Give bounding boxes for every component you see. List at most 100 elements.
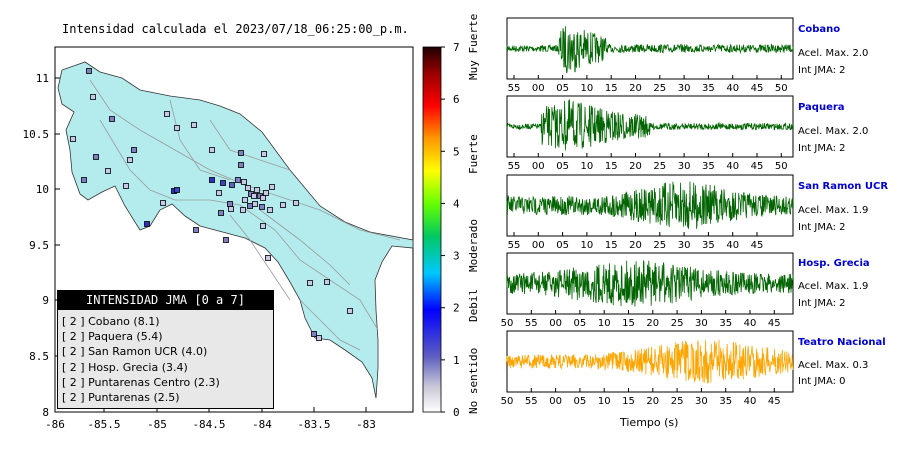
station-marker [144, 221, 150, 227]
station-marker [229, 182, 235, 188]
map-xtick-label: -83.5 [297, 418, 330, 431]
station-acel-grecia: Acel. Max. 1.9 [798, 281, 869, 292]
waveform-tick-label: 35 [719, 396, 732, 407]
colorbar-tick-label: 5 [453, 145, 460, 158]
road-network [89, 79, 401, 351]
map-xtick-label: -84 [252, 418, 272, 431]
station-int-cobano: Int JMA: 2 [798, 65, 846, 76]
waveform-tick-label: 00 [532, 240, 545, 251]
waveform-tick-label: 35 [702, 83, 715, 94]
station-marker [260, 223, 266, 229]
waveform-tick-label: 05 [574, 396, 587, 407]
station-marker [254, 187, 260, 193]
waveform-tick-label: 30 [678, 240, 691, 251]
station-marker [311, 331, 317, 337]
station-marker [252, 201, 258, 207]
legend-item-puntarenas: [ 2 ] Puntarenas (2.5) [62, 391, 180, 405]
station-marker [160, 200, 166, 206]
station-marker [261, 151, 267, 157]
station-marker [218, 210, 224, 216]
colorbar-tick-label: 3 [453, 250, 460, 263]
waveform-tick-label: 40 [726, 83, 739, 94]
waveform-tick-label: 25 [653, 83, 666, 94]
station-marker [316, 335, 322, 341]
waveform-tick-label: 05 [556, 161, 569, 172]
station-marker [293, 200, 299, 206]
station-marker [209, 177, 215, 183]
station-int-teatro: Int JMA: 0 [798, 376, 846, 387]
station-marker [193, 227, 199, 233]
station-marker [347, 308, 353, 314]
colorbar-tick-label: 2 [453, 302, 460, 315]
station-name-grecia: Hosp. Grecia [798, 258, 870, 269]
map-ytick-label: 9 [42, 294, 49, 307]
station-int-san-ramon: Int JMA: 2 [798, 222, 846, 233]
waveform-tick-label: 50 [501, 396, 514, 407]
waveform-tick-label: 40 [726, 240, 739, 251]
station-marker [251, 193, 257, 199]
waveform-tick-label: 35 [702, 161, 715, 172]
station-marker [245, 185, 251, 191]
station-acel-san-ramon: Acel. Max. 1.9 [798, 205, 869, 216]
waveform-tick-label: 55 [525, 318, 538, 329]
waveform-tick-label: 30 [695, 396, 708, 407]
station-marker [223, 237, 229, 243]
waveform-tick-label: 00 [549, 396, 562, 407]
legend-item-puntarenas-centro: [ 2 ] Puntarenas Centro (2.3) [62, 375, 220, 389]
waveform-tick-label: 30 [695, 318, 708, 329]
waveform-tick-label: 15 [605, 83, 618, 94]
waveform-panel: 50 55 00 05 10 15 20 25 30 35 40 45 [501, 330, 794, 407]
station-marker [280, 202, 286, 208]
waveform-panel: 55 00 05 10 15 20 25 30 35 40 45 [506, 174, 794, 251]
station-marker [269, 184, 275, 190]
waveform-tick-label: 25 [653, 161, 666, 172]
waveform-tick-label: 40 [726, 161, 739, 172]
map-title: Intensidad calculada el 2023/07/18_06:25… [62, 22, 409, 36]
map-ytick-label: 10.5 [23, 128, 50, 141]
waveform-tick-label: 55 [508, 83, 521, 94]
station-marker [105, 168, 111, 174]
legend-title: INTENSIDAD JMA [0 a 7] [58, 291, 273, 310]
station-marker [241, 179, 247, 185]
waveform-tick-label: 45 [768, 318, 781, 329]
station-marker [109, 116, 115, 122]
station-marker [164, 111, 170, 117]
station-markers [70, 68, 353, 341]
intensity-legend: INTENSIDAD JMA [0 a 7] [ 2 ] Cobano (8.1… [57, 290, 274, 409]
waveform-tick-label: 20 [646, 318, 659, 329]
station-acel-paquera: Acel. Max. 2.0 [798, 126, 869, 137]
map-ytick-label: 8.5 [29, 350, 49, 363]
station-acel-teatro: Acel. Max. 0.3 [798, 360, 869, 371]
waveform-tick-label: 55 [508, 240, 521, 251]
waveform-xlabel: Tiempo (s) [620, 416, 679, 429]
waveform-tick-label: 05 [556, 240, 569, 251]
waveform-tick-label: 30 [678, 83, 691, 94]
waveform-tick-label: 45 [768, 396, 781, 407]
waveform-tick-label: 50 [501, 318, 514, 329]
waveform-trace [506, 260, 794, 307]
waveform-tick-label: 25 [671, 318, 684, 329]
station-name-san-ramon: San Ramon UCR [798, 181, 889, 192]
station-marker [240, 207, 246, 213]
station-marker [209, 147, 215, 153]
colorbar-tick-label: 0 [453, 406, 460, 419]
waveform-tick-label: 45 [751, 240, 764, 251]
waveform-tick-label: 55 [508, 161, 521, 172]
waveform-tick-label: 05 [574, 318, 587, 329]
station-marker [174, 187, 180, 193]
waveform-tick-label: 00 [549, 318, 562, 329]
waveform-trace [506, 26, 794, 74]
legend-item-cobano: [ 2 ] Cobano (8.1) [62, 315, 160, 328]
station-marker [131, 147, 137, 153]
waveform-tick-label: 20 [629, 83, 642, 94]
waveform-tick-label: 55 [525, 396, 538, 407]
map-ytick-label: 9.5 [29, 239, 49, 252]
station-marker [263, 190, 269, 196]
colorbar-gradient [422, 46, 442, 413]
station-name-cobano: Cobano [798, 24, 841, 35]
waveform-tick-label: 45 [751, 83, 764, 94]
waveform-tick-label: 25 [653, 240, 666, 251]
waveform-tick-label: 00 [532, 83, 545, 94]
station-marker [238, 150, 244, 156]
